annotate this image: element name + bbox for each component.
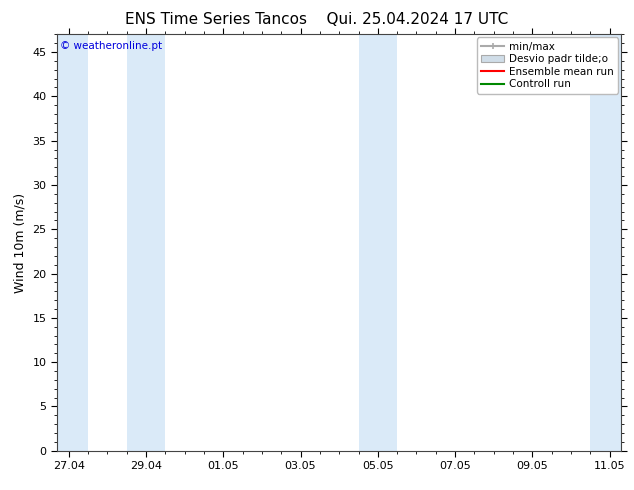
Y-axis label: Wind 10m (m/s): Wind 10m (m/s) bbox=[14, 193, 27, 293]
Legend: min/max, Desvio padr tilde;o, Ensemble mean run, Controll run: min/max, Desvio padr tilde;o, Ensemble m… bbox=[477, 37, 618, 94]
Text: ENS Time Series Tancos    Qui. 25.04.2024 17 UTC: ENS Time Series Tancos Qui. 25.04.2024 1… bbox=[126, 12, 508, 27]
Bar bbox=[57, 34, 88, 451]
Bar bbox=[358, 34, 397, 451]
Bar bbox=[127, 34, 165, 451]
Bar bbox=[590, 34, 621, 451]
Text: © weatheronline.pt: © weatheronline.pt bbox=[60, 41, 162, 50]
